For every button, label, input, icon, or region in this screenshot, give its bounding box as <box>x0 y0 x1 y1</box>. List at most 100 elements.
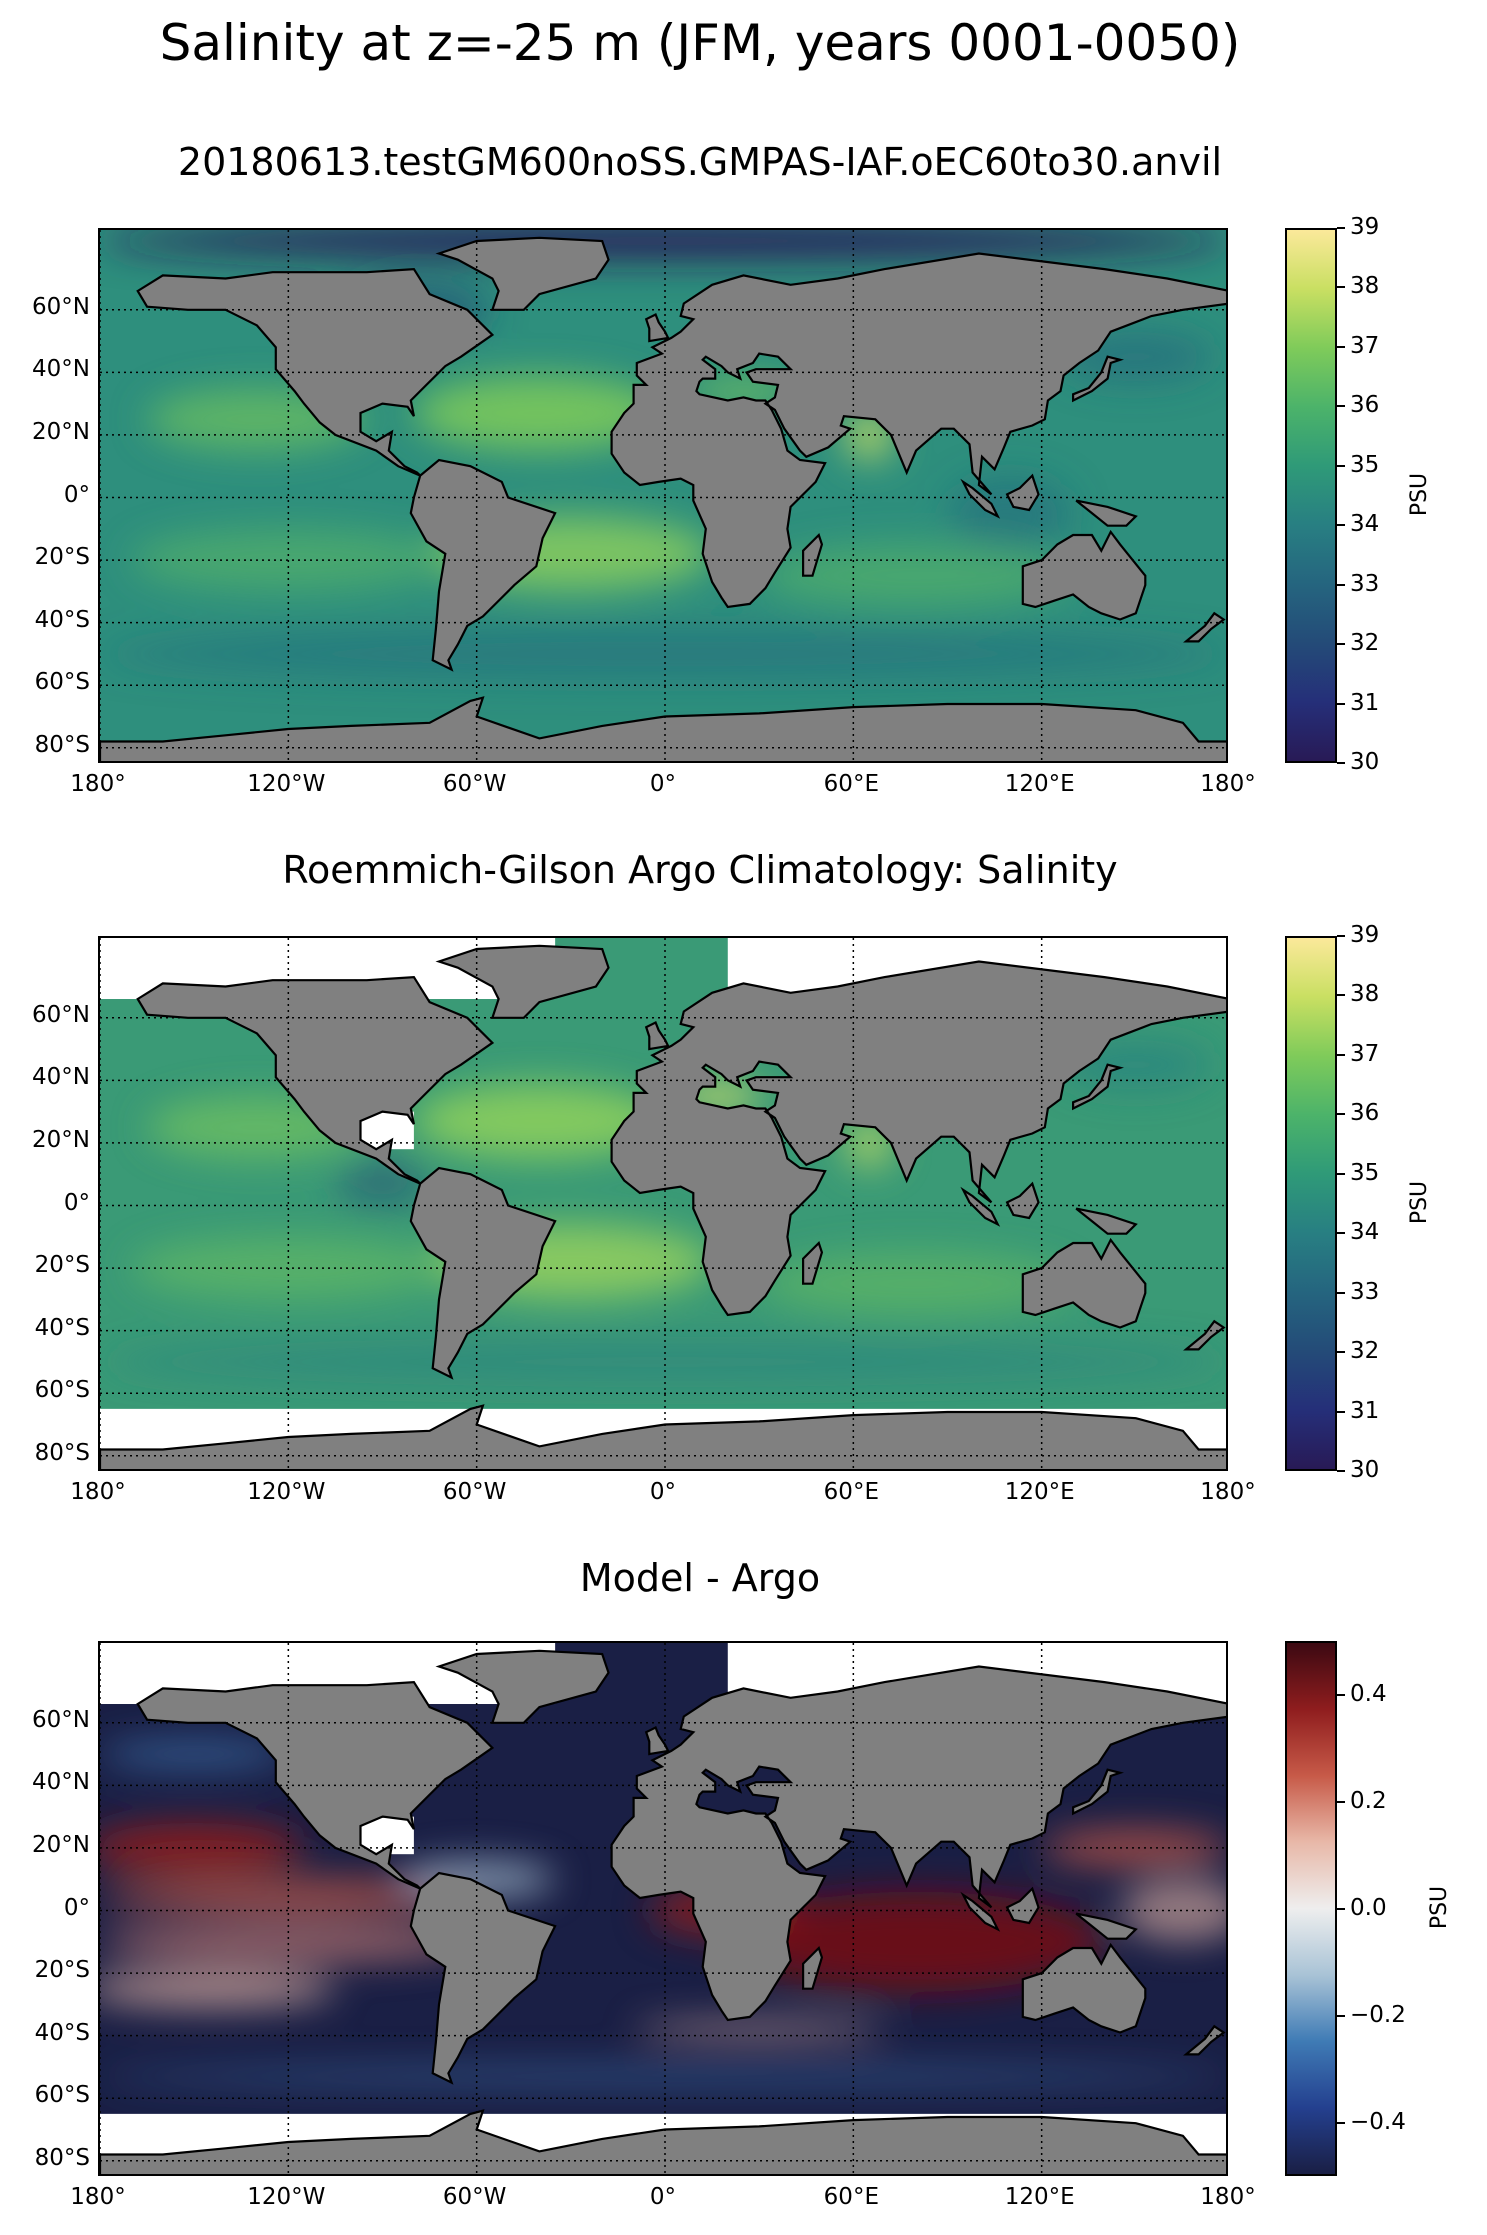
field-blob <box>727 1891 1105 1992</box>
field-blob <box>413 375 665 451</box>
colorbar-tick-label: 34 <box>1350 1219 1380 1246</box>
colorbar-tick-mark <box>1337 1693 1345 1696</box>
lat-tick-label: 60°N <box>32 293 90 320</box>
field-blob <box>100 230 1226 260</box>
lat-tick-label: 40°S <box>34 1314 90 1341</box>
colorbar-tick-label: 39 <box>1350 922 1380 948</box>
land-south-america <box>409 1871 557 2085</box>
colorbar-tick-label: 34 <box>1350 511 1380 538</box>
colorbar-tick-mark <box>1337 583 1345 586</box>
colorbar <box>1285 936 1337 1471</box>
colorbar-tick-mark <box>1337 702 1345 705</box>
colorbar-tick-mark <box>1337 994 1345 997</box>
lon-tick-label: 180° <box>1200 2184 1256 2210</box>
colorbar-tick-label: 39 <box>1350 214 1380 240</box>
land-south-america <box>409 1166 557 1380</box>
land-australia <box>1021 1237 1147 1329</box>
map-plot-area <box>98 228 1228 763</box>
field-blob <box>100 628 1226 679</box>
lon-tick-label: 60°E <box>823 2184 879 2210</box>
colorbar-tick-mark <box>1337 2121 1345 2124</box>
panel-title: Roemmich-Gilson Argo Climatology: Salini… <box>282 848 1118 892</box>
land-new-guinea <box>1075 499 1138 527</box>
lon-tick-label: 120°E <box>1004 771 1075 797</box>
land-madagascar <box>802 532 824 577</box>
colorbar-tick-mark <box>1337 405 1345 408</box>
land-sumatra <box>960 478 1001 519</box>
map-svg <box>100 938 1226 1469</box>
land-borneo <box>1005 1886 1040 1925</box>
colorbar-tick-label: 31 <box>1350 689 1380 716</box>
lat-tick-label: 20°S <box>34 1252 90 1279</box>
lon-tick-label: 0° <box>649 2184 677 2210</box>
lat-tick-label: 0° <box>63 1189 90 1216</box>
colorbar-tick-mark <box>1337 935 1345 937</box>
colorbar-tick-label: 35 <box>1350 1159 1380 1186</box>
lon-tick-label: 120°W <box>247 771 326 797</box>
land-greenland <box>435 1649 610 1724</box>
land-britain <box>644 1020 670 1051</box>
lat-tick-label: 40°S <box>34 2019 90 2046</box>
colorbar-tick-label: 35 <box>1350 451 1380 478</box>
lat-tick-label: 20°S <box>34 544 90 571</box>
colorbar-tick-label: 31 <box>1350 1397 1380 1424</box>
colorbar <box>1285 1641 1337 2176</box>
field-blob <box>100 1969 336 2008</box>
colorbar-label: PSU <box>1427 1885 1453 1929</box>
lon-tick-label: 120°W <box>247 2184 326 2210</box>
colorbar <box>1285 228 1337 763</box>
lat-tick-label: 80°S <box>34 2144 90 2171</box>
field-blob <box>100 2066 1226 2086</box>
land-madagascar <box>802 1240 824 1285</box>
lat-tick-label: 40°N <box>32 1769 90 1796</box>
lon-tick-label: 180° <box>70 2184 126 2210</box>
field-blob <box>633 2023 885 2036</box>
land-antarctica <box>100 696 1226 761</box>
colorbar-tick-mark <box>1337 1351 1345 1354</box>
colorbar-tick-label: 36 <box>1350 392 1380 419</box>
lat-tick-label: 80°S <box>34 731 90 758</box>
land-antarctica <box>100 2109 1226 2174</box>
colorbar-tick-label: −0.2 <box>1350 2001 1406 2028</box>
lon-tick-label: 60°W <box>442 1479 507 1505</box>
field-blob <box>100 1822 304 1873</box>
colorbar-tick-mark <box>1337 643 1345 646</box>
land-new-zealand <box>1183 1319 1226 1351</box>
field-blob <box>100 1879 477 1911</box>
field-blob <box>335 1158 430 1209</box>
lat-tick-label: 40°N <box>32 356 90 383</box>
lon-tick-label: 120°W <box>247 1479 326 1505</box>
land-britain <box>644 1725 670 1756</box>
field-blob <box>100 1738 289 1770</box>
land-eurasia-africa <box>610 960 1226 1317</box>
lon-tick-label: 60°E <box>823 771 879 797</box>
lat-tick-label: 60°S <box>34 2082 90 2109</box>
land-eurasia-africa <box>610 252 1226 609</box>
map-svg <box>100 230 1226 761</box>
colorbar-tick-mark <box>1337 2014 1345 2017</box>
map-plot-area <box>98 1641 1228 2176</box>
land-borneo <box>1005 473 1040 512</box>
colorbar-tick-mark <box>1337 524 1345 527</box>
colorbar-tick-mark <box>1337 1291 1345 1294</box>
map-svg <box>100 1643 1226 2174</box>
colorbar-tick-label: 0.2 <box>1350 1787 1387 1814</box>
colorbar-tick-mark <box>1337 1232 1345 1235</box>
land-new-guinea <box>1075 1207 1138 1235</box>
lon-tick-label: 180° <box>70 1479 126 1505</box>
land-new-guinea <box>1075 1912 1138 1940</box>
land-greenland <box>435 944 610 1019</box>
colorbar-tick-mark <box>1337 1053 1345 1056</box>
land-new-zealand <box>1183 611 1226 643</box>
land-australia <box>1021 529 1147 621</box>
lon-tick-label: 120°E <box>1004 1479 1075 1505</box>
colorbar-tick-label: −0.4 <box>1350 2108 1406 2135</box>
lon-tick-label: 120°E <box>1004 2184 1075 2210</box>
lat-tick-label: 20°N <box>32 418 90 445</box>
colorbar-tick-mark <box>1337 1410 1345 1413</box>
land-australia <box>1021 1942 1147 2034</box>
colorbar-tick-label: 30 <box>1350 1457 1380 1483</box>
